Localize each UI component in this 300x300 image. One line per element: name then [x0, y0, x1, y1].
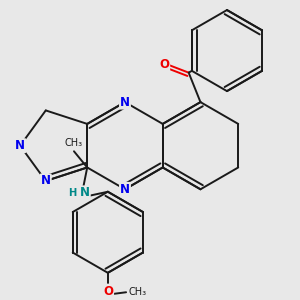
Text: N: N — [120, 183, 130, 196]
Text: N: N — [120, 96, 130, 109]
Text: N: N — [80, 186, 90, 199]
Text: H: H — [68, 188, 76, 197]
Text: CH₃: CH₃ — [128, 287, 147, 297]
Text: CH₃: CH₃ — [64, 138, 83, 148]
Text: N: N — [15, 139, 25, 152]
Text: O: O — [103, 285, 113, 298]
Text: O: O — [159, 58, 169, 70]
Text: N: N — [41, 175, 51, 188]
